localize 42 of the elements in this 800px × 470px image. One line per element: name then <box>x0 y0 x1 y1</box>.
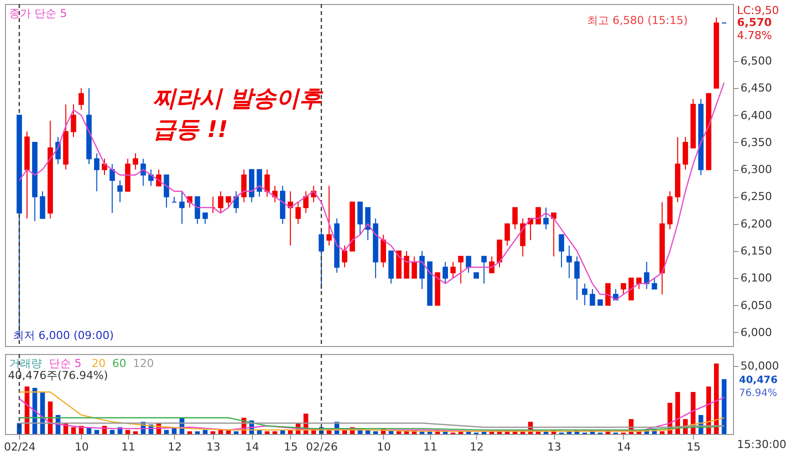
y-tick-label: 6,450 <box>740 82 772 95</box>
x-tick-label: 13 <box>547 440 562 454</box>
x-tick-label: 14 <box>245 440 260 454</box>
x-tick-label: 13 <box>206 440 220 454</box>
annotation: 찌라시 발송이후 급등 !! <box>153 86 324 144</box>
series-label: 거래량 <box>9 357 42 370</box>
text: 단순 5 <box>49 357 82 370</box>
y-tick-label: 6,350 <box>740 136 772 149</box>
y-tick-label: 50,000 <box>740 360 779 373</box>
y-tick-label: 6,200 <box>740 217 772 230</box>
annotation: 최저 6,000 (09:00) <box>13 329 114 342</box>
x-tick-label: 02/26 <box>306 440 338 454</box>
annotation: 40,476주(76.94%) <box>8 369 108 382</box>
x-tick-label: 12 <box>470 440 484 454</box>
x-tick-label: 10 <box>376 440 391 454</box>
text: 4.78% <box>737 29 772 42</box>
y-tick-label: 6,250 <box>740 190 772 204</box>
x-tick-label: 12 <box>168 440 182 454</box>
text: 76.94% <box>739 388 778 399</box>
x-tick-label: 14 <box>616 440 631 454</box>
text: 종가 단순 5 <box>9 7 67 20</box>
y-tick-label: 6,150 <box>740 244 772 258</box>
text: 40,476 <box>739 375 778 386</box>
x-tick-label: 11 <box>121 440 136 454</box>
y-tick-label: 6,100 <box>740 272 772 285</box>
y-tick-label: 6,000 <box>740 326 772 339</box>
x-tick-label: 10 <box>74 440 89 454</box>
y-tick-label: 6,400 <box>740 108 772 122</box>
text: 20 <box>92 357 106 370</box>
y-tick-label: 6,300 <box>740 163 772 176</box>
text: 120 <box>132 357 154 370</box>
y-tick-label: 6,050 <box>740 298 772 312</box>
x-tick-label: 02/24 <box>4 440 36 454</box>
x-tick-label: 11 <box>423 440 438 454</box>
text: LC:9,50 <box>737 4 780 17</box>
text: 15:30:00 <box>737 438 786 451</box>
annotation: 최고 6,580 (15:15) <box>587 14 688 27</box>
text: 60 <box>112 357 126 370</box>
y-tick-label: 6,500 <box>740 54 772 68</box>
x-tick-label: 15 <box>284 440 298 454</box>
text: 6,570 <box>737 16 772 29</box>
x-tick-label: 15 <box>686 440 701 454</box>
